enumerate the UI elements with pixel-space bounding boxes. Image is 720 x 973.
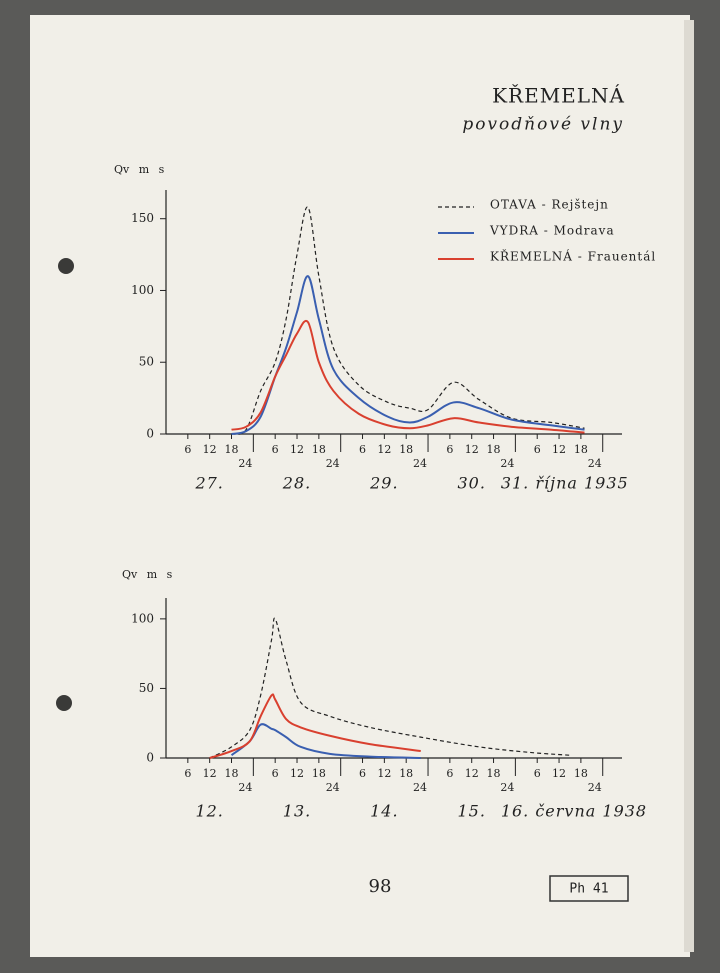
subtitle: povodňové vlny (462, 115, 624, 135)
y-tick-label: 50 (139, 681, 154, 695)
x-tick-label: 18 (574, 443, 588, 456)
x-tick-label: 6 (359, 767, 366, 780)
series-line (209, 693, 421, 759)
y-tick-label: 150 (131, 211, 154, 225)
series-line (231, 206, 585, 435)
x-tick-label: 24 (238, 457, 252, 470)
x-tick-label: 12 (552, 767, 566, 780)
x-tick-label: 18 (399, 767, 413, 780)
x-tick-label: 24 (500, 781, 514, 794)
x-tick-label: 12 (465, 767, 479, 780)
y-axis-label: Qv m s (122, 568, 173, 581)
x-tick-label: 6 (184, 767, 191, 780)
y-tick-label: 0 (146, 751, 154, 765)
ref-code: Ph 41 (569, 882, 608, 897)
series-line (209, 617, 571, 759)
x-tick-label: 24 (326, 457, 340, 470)
x-tick-label: 12 (290, 767, 304, 780)
x-tick-label: 12 (203, 443, 217, 456)
day-label: 13. (283, 802, 311, 821)
x-tick-label: 18 (574, 767, 588, 780)
x-tick-label: 6 (446, 767, 453, 780)
x-tick-label: 18 (225, 443, 239, 456)
y-tick-label: 0 (146, 427, 154, 441)
x-tick-label: 24 (413, 457, 427, 470)
x-tick-label: 6 (184, 443, 191, 456)
x-tick-label: 6 (359, 443, 366, 456)
paper-edge (684, 20, 694, 952)
day-label: 29. (369, 474, 398, 493)
x-tick-label: 18 (487, 443, 501, 456)
x-tick-label: 24 (500, 457, 514, 470)
legend-label: OTAVA - Rejštejn (490, 198, 609, 212)
punch-hole (58, 258, 74, 274)
x-tick-label: 24 (588, 781, 602, 794)
x-tick-label: 12 (290, 443, 304, 456)
day-label: 14. (370, 802, 398, 821)
x-tick-label: 18 (399, 443, 413, 456)
legend-label: KŘEMELNÁ - Frauentál (490, 249, 656, 264)
y-tick-label: 50 (139, 355, 154, 369)
x-tick-label: 6 (272, 443, 279, 456)
x-tick-label: 6 (446, 443, 453, 456)
punch-hole (56, 695, 72, 711)
legend-label: VYDRA - Modrava (489, 224, 615, 238)
x-tick-label: 12 (552, 443, 566, 456)
y-axis-label: Qv m s (114, 163, 165, 176)
x-tick-label: 24 (588, 457, 602, 470)
x-tick-label: 12 (465, 443, 479, 456)
x-tick-label: 18 (312, 443, 326, 456)
x-tick-label: 18 (487, 767, 501, 780)
x-tick-label: 12 (203, 767, 217, 780)
x-tick-label: 6 (272, 767, 279, 780)
day-label: 28. (282, 474, 311, 493)
x-tick-label: 12 (377, 767, 391, 780)
x-tick-label: 18 (312, 767, 326, 780)
day-label: 16. června 1938 (501, 802, 647, 821)
day-label: 27. (194, 474, 223, 493)
x-tick-label: 24 (413, 781, 427, 794)
paper (30, 15, 690, 957)
ref-box (549, 875, 629, 902)
day-label: 31. října 1935 (501, 474, 629, 493)
x-tick-label: 24 (326, 781, 340, 794)
y-tick-label: 100 (131, 611, 154, 625)
series-line (231, 319, 585, 434)
x-tick-label: 6 (534, 443, 541, 456)
x-tick-label: 12 (377, 443, 391, 456)
day-label: 30. (457, 474, 485, 493)
x-tick-label: 18 (225, 767, 239, 780)
day-label: 15. (457, 802, 485, 821)
title: KŘEMELNÁ (492, 84, 625, 108)
y-tick-label: 100 (131, 283, 154, 297)
x-tick-label: 6 (534, 767, 541, 780)
day-label: 12. (195, 802, 223, 821)
page-number: 98 (369, 876, 392, 897)
x-tick-label: 24 (238, 781, 252, 794)
